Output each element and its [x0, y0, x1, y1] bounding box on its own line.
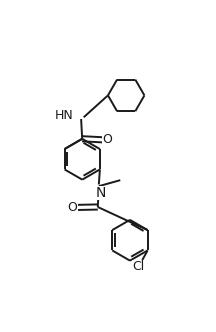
Text: HN: HN: [55, 109, 74, 122]
Text: N: N: [95, 186, 106, 200]
Text: O: O: [102, 133, 112, 146]
Text: O: O: [68, 201, 78, 214]
Text: Cl: Cl: [132, 260, 144, 273]
